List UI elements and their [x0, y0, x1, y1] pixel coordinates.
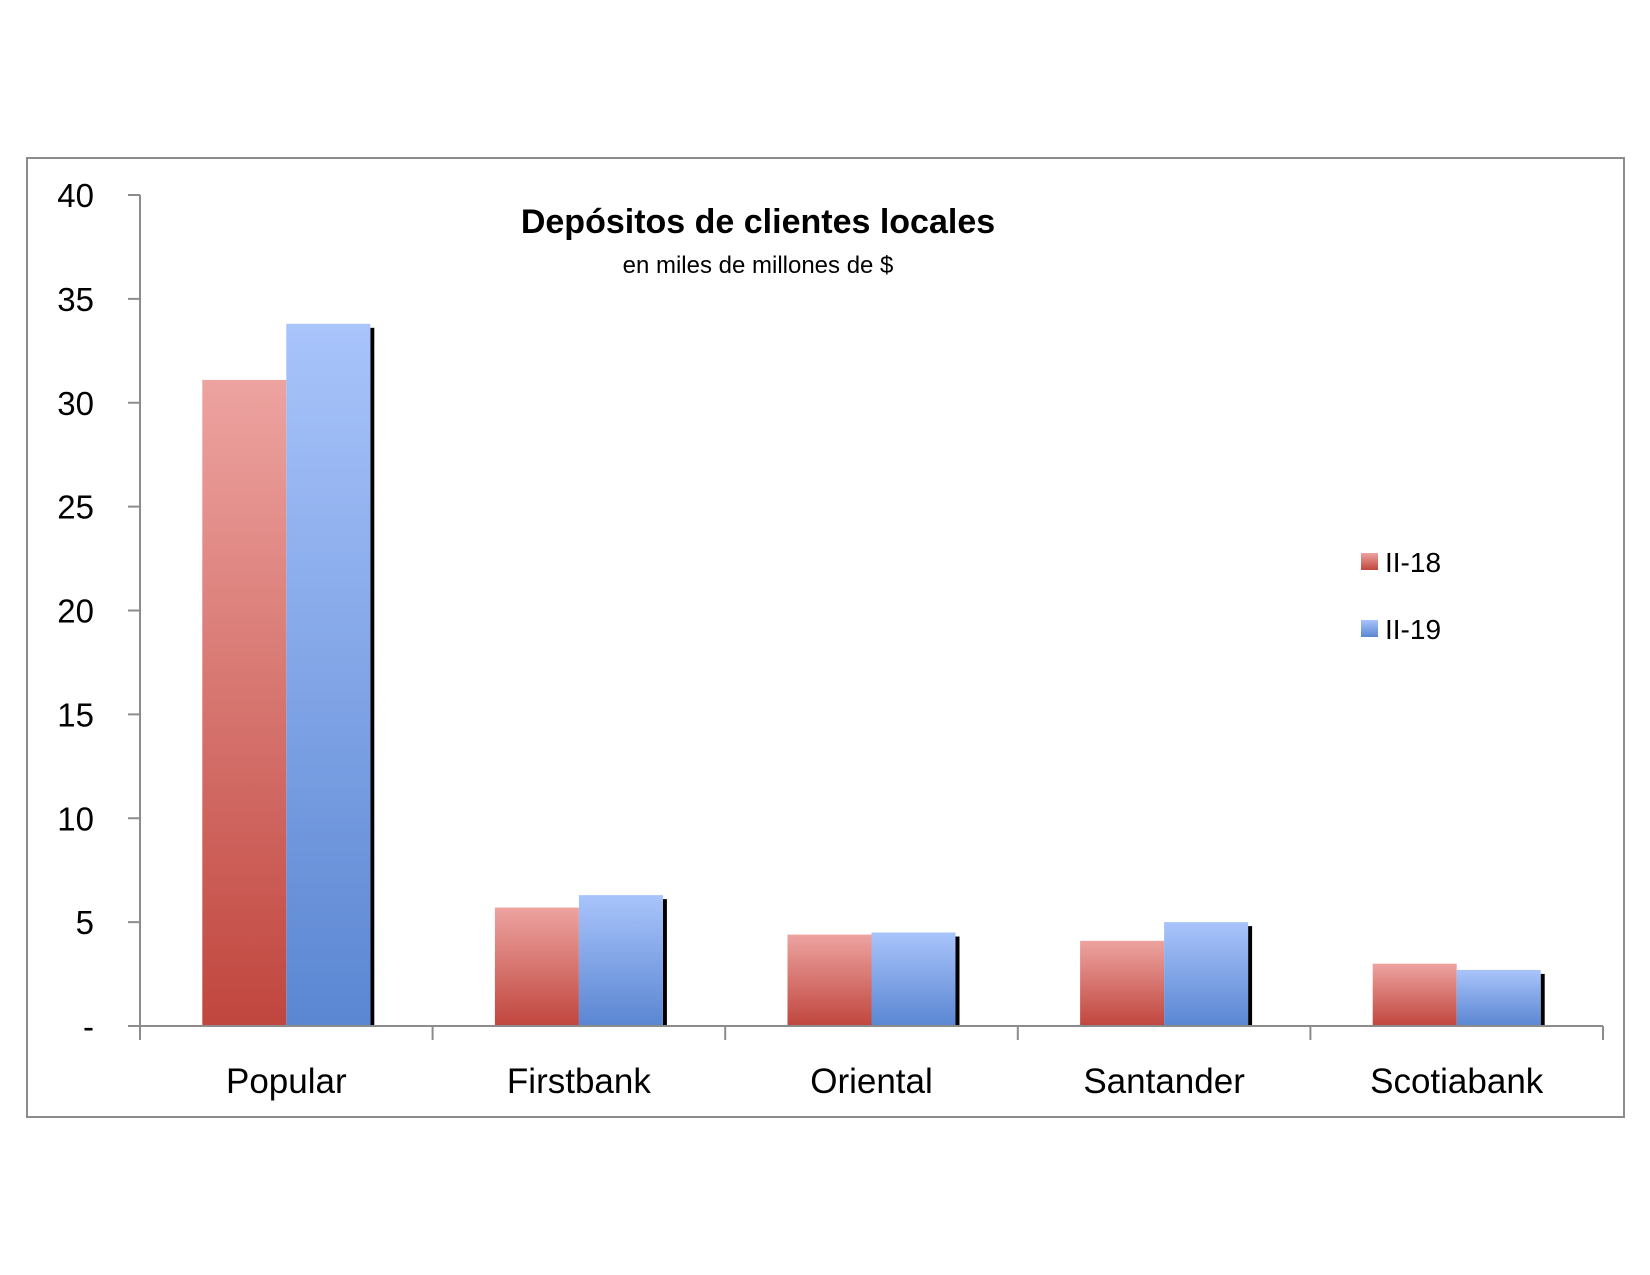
bar-popular-ii-18	[202, 379, 287, 1027]
y-tick-label: 35	[57, 281, 94, 318]
y-tick-label: 40	[57, 177, 94, 214]
legend-swatch	[1361, 553, 1378, 570]
legend: II-18 II-19	[1361, 547, 1441, 645]
y-tick-label: 5	[76, 904, 94, 941]
legend-label: II-19	[1385, 614, 1441, 645]
legend-label: II-18	[1385, 547, 1441, 578]
bar-shadow	[1540, 973, 1545, 1026]
bar-scotiabank-ii-19	[1456, 969, 1541, 1026]
bar-oriental-ii-19	[871, 932, 956, 1026]
x-axis-ticks: Popular Firstbank Oriental Santander Scotiab…	[139, 1026, 1604, 1101]
chart-frame	[26, 157, 1625, 1118]
y-tick-label: 15	[57, 696, 94, 733]
chart-subtitle: en miles de millones de $	[623, 252, 894, 279]
bar-shadow	[662, 899, 667, 1026]
bar-firstbank-ii-18	[494, 907, 579, 1026]
bar-shadow	[955, 936, 960, 1026]
y-tick-label: -	[83, 1008, 94, 1045]
legend-swatch	[1361, 620, 1378, 637]
bar-firstbank-ii-19	[578, 895, 663, 1026]
bar-popular-ii-19	[286, 323, 371, 1026]
bar-shadow	[1248, 926, 1253, 1026]
y-tick-label: 30	[57, 385, 94, 422]
x-category-label: Scotiabank	[1370, 1062, 1544, 1101]
bar-santander-ii-19	[1164, 922, 1249, 1026]
bar-santander-ii-18	[1080, 940, 1165, 1026]
bar-oriental-ii-18	[787, 934, 872, 1026]
bar-shadow	[370, 327, 375, 1026]
x-category-label: Santander	[1083, 1062, 1245, 1101]
x-category-label: Oriental	[810, 1062, 933, 1101]
y-tick-label: 25	[57, 489, 94, 526]
chart-title: Depósitos de clientes locales	[521, 203, 995, 241]
y-tick-label: 20	[57, 593, 94, 630]
x-category-label: Firstbank	[507, 1062, 651, 1101]
y-tick-label: 10	[57, 800, 94, 837]
bar-scotiabank-ii-18	[1372, 963, 1457, 1026]
bars	[202, 323, 1545, 1027]
x-category-label: Popular	[226, 1062, 347, 1101]
y-axis-ticks: - 5 10 15 20 25 30 35 40	[57, 177, 140, 1045]
